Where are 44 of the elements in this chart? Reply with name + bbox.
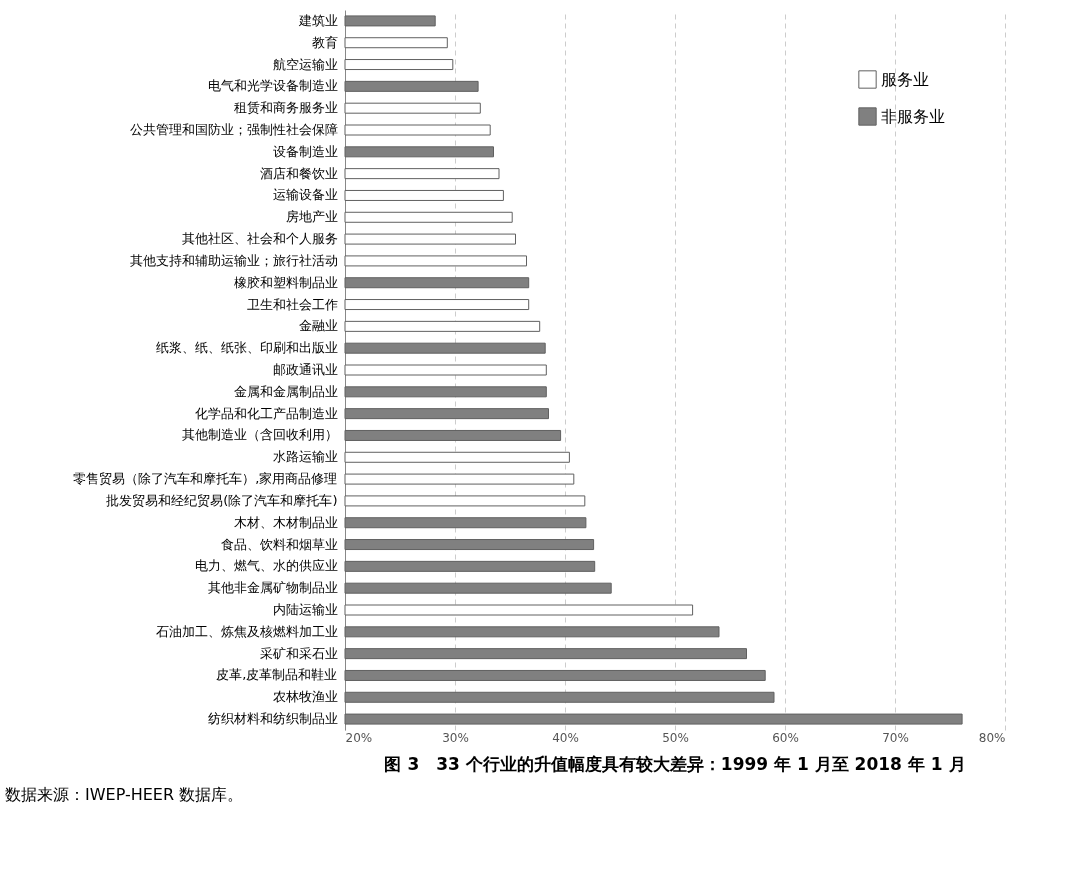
y-tick-label: 电气和光学设备制造业	[207, 78, 338, 94]
y-tick-label: 航空运输业	[272, 56, 338, 72]
y-tick-label: 批发贸易和经纪贸易(除了汽车和摩托车)	[106, 492, 338, 508]
y-tick-label: 房地产业	[285, 209, 338, 225]
y-tick-label: 电力、燃气、水的供应业	[194, 558, 338, 574]
y-tick-label: 金属和金属制品业	[233, 383, 338, 399]
source-note: 数据来源：IWEP-HEER 数据库。	[5, 785, 244, 804]
legend-label: 服务业	[881, 69, 929, 89]
y-tick-label: 其他非金属矿物制品业	[207, 580, 338, 596]
y-tick-label: 公共管理和国防业；强制性社会保障	[129, 122, 338, 137]
x-tick-label: 50%	[662, 730, 689, 745]
y-tick-label: 其他支持和辅助运输业；旅行社活动	[129, 252, 338, 268]
y-tick-label: 运输设备业	[272, 187, 338, 203]
x-tick-label: 80%	[978, 730, 1006, 745]
y-tick-label: 纸浆、纸、纸张、印刷和出版业	[155, 340, 338, 356]
text: 图 3 33 个行业的升值幅度具有较大差异：1999 年 1 月至 2018 年 1 月	[384, 754, 966, 774]
x-tick-label: 70%	[882, 730, 909, 745]
y-tick-label: 纺织材料和纺织制品业	[207, 711, 338, 727]
y-tick-label: 建筑业	[297, 12, 338, 28]
y-tick-label: 租赁和商务服务业	[233, 100, 338, 116]
y-tick-label: 石油加工、炼焦及核燃料加工业	[155, 623, 338, 639]
y-tick-label: 农林牧渔业	[272, 689, 338, 705]
y-tick-label: 金融业	[298, 318, 338, 334]
x-tick-label: 40%	[552, 730, 579, 745]
y-tick-label: 木材、木材制品业	[233, 514, 338, 530]
y-tick-label: 食品、饮料和烟草业	[220, 536, 338, 552]
x-tick-label: 30%	[442, 730, 469, 745]
y-tick-label: 设备制造业	[272, 143, 338, 159]
y-tick-label: 采矿和采石业	[259, 645, 338, 661]
x-tick-label: 60%	[772, 730, 799, 745]
y-tick-label: 零售贸易（除了汽车和摩托车）,家用商品修理	[73, 471, 338, 487]
y-tick-label: 卫生和社会工作	[246, 296, 338, 312]
y-tick-label: 内陆运输业	[272, 602, 338, 617]
y-tick-label: 水路运输业	[272, 449, 338, 465]
y-tick-label: 教育	[311, 34, 338, 50]
y-tick-label: 邮政通讯业	[272, 362, 338, 377]
y-tick-label: 皮革,皮革制品和鞋业	[216, 667, 338, 683]
x-tick-label: 20%	[345, 730, 373, 745]
y-tick-label: 酒店和餐饮业	[259, 165, 338, 181]
y-tick-label: 橡胶和塑料制品业	[233, 274, 338, 290]
y-tick-label: 其他制造业（含回收利用）	[181, 427, 338, 443]
y-tick-label: 其他社区、社会和个人服务	[181, 231, 338, 247]
y-tick-label: 化学品和化工产品制造业	[194, 405, 338, 421]
legend-label: 非服务业	[881, 106, 945, 126]
